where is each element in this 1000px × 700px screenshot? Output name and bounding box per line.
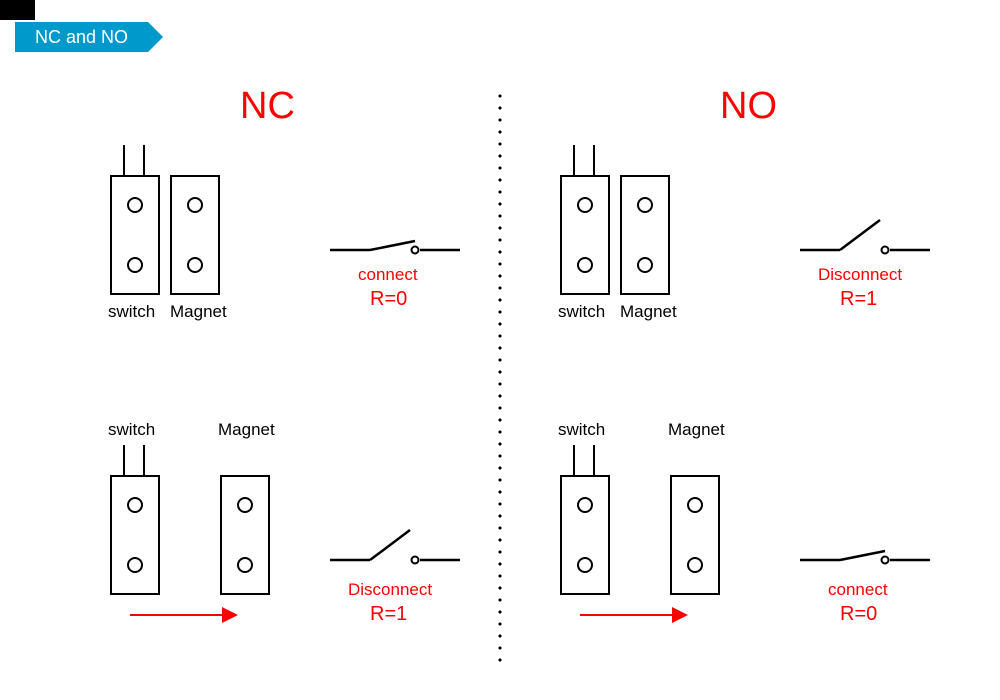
mount-hole-icon [577, 497, 593, 513]
magnet-box [670, 475, 720, 595]
title-nc: NC [240, 85, 295, 128]
mount-hole-icon [687, 557, 703, 573]
header-accent [0, 0, 35, 20]
mount-hole-icon [127, 557, 143, 573]
switch-label: switch [108, 420, 155, 440]
resistance-label: R=1 [370, 603, 407, 626]
open-switch-icon [330, 525, 460, 575]
vertical-divider [498, 90, 502, 670]
mount-hole-icon [637, 257, 653, 273]
magnet-label: Magnet [170, 302, 227, 322]
wire-icon [593, 445, 595, 475]
mount-hole-icon [127, 257, 143, 273]
magnet-box [170, 175, 220, 295]
switch-label: switch [558, 302, 605, 322]
closed-switch-icon [800, 535, 930, 585]
resistance-label: R=0 [370, 288, 407, 311]
wire-icon [573, 445, 575, 475]
mount-hole-icon [127, 197, 143, 213]
wire-icon [593, 145, 595, 175]
mount-hole-icon [187, 197, 203, 213]
mount-hole-icon [127, 497, 143, 513]
wire-icon [573, 145, 575, 175]
magnet-box [220, 475, 270, 595]
header-banner: NC and NO [15, 22, 163, 52]
switch-box [110, 175, 160, 295]
wire-icon [123, 445, 125, 475]
state-label: connect [828, 580, 888, 600]
banner-text: NC and NO [35, 27, 128, 48]
mount-hole-icon [577, 257, 593, 273]
resistance-label: R=1 [840, 288, 877, 311]
wire-icon [123, 145, 125, 175]
mount-hole-icon [237, 557, 253, 573]
wire-icon [143, 145, 145, 175]
mount-hole-icon [687, 497, 703, 513]
title-no: NO [720, 85, 777, 128]
resistance-label: R=0 [840, 603, 877, 626]
state-label: Disconnect [818, 265, 902, 285]
state-label: connect [358, 265, 418, 285]
mount-hole-icon [577, 197, 593, 213]
magnet-label: Magnet [218, 420, 275, 440]
magnet-label: Magnet [620, 302, 677, 322]
switch-label: switch [558, 420, 605, 440]
open-switch-icon [800, 215, 930, 265]
switch-box [560, 475, 610, 595]
switch-box [110, 475, 160, 595]
mount-hole-icon [187, 257, 203, 273]
mount-hole-icon [577, 557, 593, 573]
mount-hole-icon [637, 197, 653, 213]
state-label: Disconnect [348, 580, 432, 600]
magnet-box [620, 175, 670, 295]
magnet-label: Magnet [668, 420, 725, 440]
move-arrow-icon [130, 605, 240, 625]
mount-hole-icon [237, 497, 253, 513]
switch-label: switch [108, 302, 155, 322]
move-arrow-icon [580, 605, 690, 625]
switch-box [560, 175, 610, 295]
wire-icon [143, 445, 145, 475]
